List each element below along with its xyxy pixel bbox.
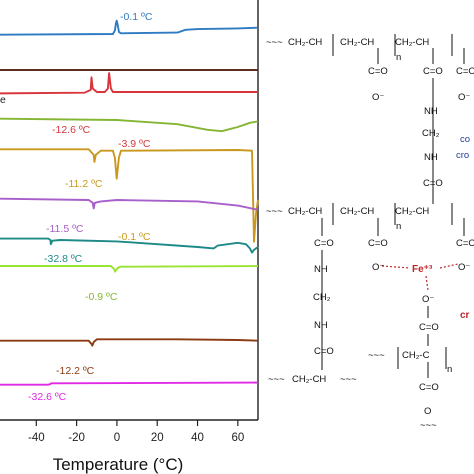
iron-label: Fe⁺³ (412, 264, 433, 275)
co-mid-b: C=O (368, 238, 388, 249)
covalent-label-2: cro (456, 150, 469, 161)
co-bottom-r: C=O (419, 382, 439, 393)
bracket-bottom-r (397, 347, 447, 369)
wave-bottom-tail: ~~~ (420, 420, 437, 431)
annotation-0: -0.1 ºC (120, 11, 153, 23)
bracket-mid (332, 203, 453, 225)
o-top-a: O⁻ (372, 92, 384, 103)
annotation-8: -0.9 ºC (85, 291, 118, 303)
annotation-2: -12.6 ºC (52, 124, 91, 136)
x-tick-label-0: -40 (28, 432, 45, 444)
wave-bottom-l2: ~~~ (340, 374, 357, 385)
co-ionic: C=O (419, 322, 439, 333)
wave-top: ~~~ (266, 37, 283, 48)
series-line-0 (0, 19, 259, 36)
o-top-c: O⁻ (458, 92, 470, 103)
annotation-5: -11.5 ºC (46, 223, 84, 235)
series-line-9 (0, 381, 259, 386)
annotations-group: -0.1 ºC e -12.6 ºC -3.9 ºC -11.2 ºC -11.5 ºC -… (0, 11, 153, 403)
co-top-b: C=O (423, 66, 443, 77)
chain-mid-3: CH₂-CH (395, 206, 429, 217)
o-mid-c: O⁻ (458, 262, 470, 273)
annotation-7: -32.8 ºC (44, 253, 83, 265)
co-top-c: C=O (456, 66, 474, 77)
x-tick-label-3: 20 (151, 432, 164, 444)
series-line-7 (0, 265, 259, 273)
x-tick-label-2: 0 (114, 432, 120, 444)
annotation-4: -11.2 ºC (65, 178, 103, 190)
bracket-top-1 (332, 34, 396, 56)
series-group (0, 19, 259, 386)
annotation-9: -12.2 ºC (56, 365, 95, 377)
annotation-1: e (0, 94, 6, 106)
chain-bottom-l: CH₂-CH (292, 374, 326, 385)
wave-bottom-l: ~~~ (268, 374, 285, 385)
wave-bottom-r: ~~~ (368, 350, 385, 361)
annotation-10: -32.6 ºC (28, 391, 67, 403)
series-line-4 (0, 148, 259, 243)
o-ionic: O⁻ (422, 294, 434, 305)
chain-top-1: CH₂-CH (288, 37, 322, 48)
x-tick-label-4: 40 (191, 432, 204, 444)
series-line-5 (0, 197, 259, 211)
n-top: n (396, 52, 401, 63)
o-mid-b: O⁻ (372, 262, 384, 273)
co-mid-a: C=O (314, 238, 334, 249)
n-mid: n (396, 221, 401, 232)
hydrogel-structure: ~~~ CH₂-CH CH₂-CH CH₂-CH n C=O O⁻ C=O C=… (266, 34, 474, 431)
x-axis-label: Temperature (°C) (53, 455, 184, 474)
nh-mid-a2: NH (314, 320, 328, 331)
chain-top-2: CH₂-CH (340, 37, 374, 48)
ch2-cross: CH₂ (422, 128, 440, 139)
x-ticks: -40 -20 0 20 40 60 (28, 420, 244, 444)
nh-cross-1: NH (424, 106, 438, 117)
chain-top-3: CH₂-CH (395, 37, 429, 48)
ionic-bonds (381, 263, 459, 291)
ionic-label: cr (460, 310, 470, 321)
co-top-a: C=O (368, 66, 388, 77)
nh-cross-2: NH (424, 152, 438, 163)
n-bottom-r: n (447, 364, 452, 375)
x-tick-label-1: -20 (68, 432, 85, 444)
annotation-3: -3.9 ºC (118, 138, 151, 150)
covalent-label-1: co (460, 134, 470, 145)
series-line-2 (0, 72, 258, 95)
series-line-3 (0, 117, 259, 133)
co-mid-a2: C=O (314, 346, 334, 357)
chain-mid-1: CH₂-CH (288, 206, 322, 217)
co-mid-c: C=O (456, 238, 474, 249)
nh-mid-a1: NH (314, 264, 328, 275)
o-bottom-r: O (424, 406, 431, 417)
chain-mid-2: CH₂-CH (340, 206, 374, 217)
series-line-6 (0, 237, 259, 254)
annotation-6: -0.1 ºC (118, 231, 151, 243)
series-line-8 (0, 338, 259, 347)
x-tick-label-5: 60 (231, 432, 244, 444)
dsc-thermogram-plot: -40 -20 0 20 40 60 -0.1 ºC e -12.6 ºC -3.9 ºC -11… (0, 0, 259, 474)
wave-mid: ~~~ (266, 206, 283, 217)
chain-bottom-r: CH₂-C (402, 350, 430, 361)
